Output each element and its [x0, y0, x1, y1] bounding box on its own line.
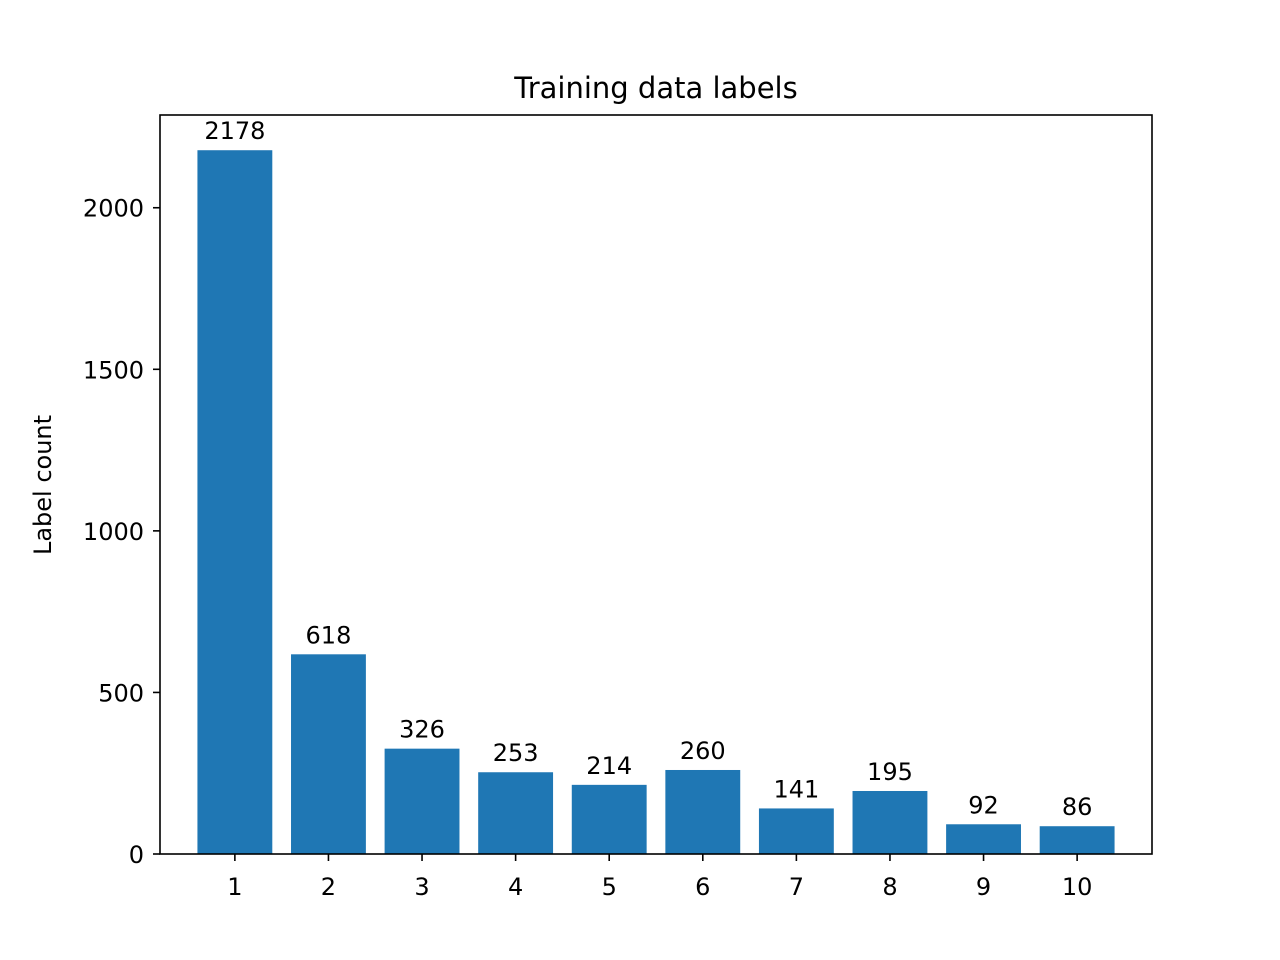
bar-value-label: 141: [773, 775, 819, 803]
bar-value-label: 260: [680, 737, 726, 765]
y-tick-label: 0: [129, 841, 144, 869]
bar-value-label: 326: [399, 716, 445, 744]
bar: [946, 824, 1021, 854]
x-axis-ticks: 1 2 3 4 5 6 7 8 9 10: [227, 854, 1092, 901]
x-tick-label: 2: [321, 873, 336, 901]
bar-value-label: 195: [867, 758, 913, 786]
x-tick-label: 8: [882, 873, 897, 901]
plot-frame: [159, 114, 1153, 855]
bar: [665, 769, 741, 854]
y-tick-label: 1500: [83, 356, 144, 384]
bar-value-labels: 2178 618 326 253 214 260 141 195 92 86: [204, 117, 1092, 821]
bar: [197, 150, 273, 854]
bar: [291, 654, 366, 854]
bars-group: [197, 150, 1115, 854]
bar-value-label: 86: [1062, 793, 1093, 821]
bar-value-label: 92: [968, 791, 999, 819]
bar: [384, 748, 460, 854]
bar: [571, 784, 647, 854]
chart-title: Training data labels: [513, 71, 797, 105]
bar-value-label: 618: [306, 621, 352, 649]
bar: [852, 790, 928, 854]
bar-value-label: 2178: [204, 117, 265, 145]
y-tick-label: 1000: [83, 518, 144, 546]
y-tick-label: 2000: [83, 195, 144, 223]
x-tick-label: 1: [227, 873, 242, 901]
x-tick-label: 10: [1062, 873, 1093, 901]
x-tick-label: 6: [695, 873, 710, 901]
x-tick-label: 9: [976, 873, 991, 901]
bar: [478, 772, 554, 854]
x-tick-label: 7: [789, 873, 804, 901]
x-tick-label: 3: [414, 873, 429, 901]
bar: [758, 808, 834, 854]
y-axis-ticks: 0 500 1000 1500 2000: [83, 195, 160, 869]
x-tick-label: 5: [602, 873, 617, 901]
y-tick-label: 500: [98, 679, 144, 707]
bar: [1039, 826, 1115, 854]
x-tick-label: 4: [508, 873, 523, 901]
bar-value-label: 214: [586, 752, 632, 780]
bar-value-label: 253: [493, 739, 539, 767]
y-axis-title: Label count: [29, 415, 57, 555]
